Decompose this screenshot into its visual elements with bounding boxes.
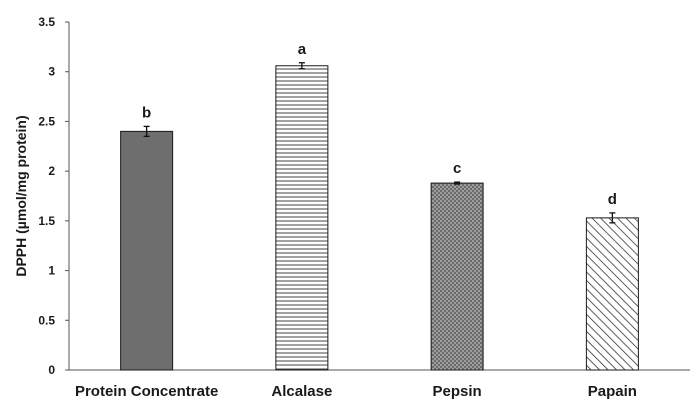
y-tick-label: 2.5 xyxy=(38,114,55,128)
bars-group: b a c d xyxy=(120,41,639,371)
y-tick-label: 2 xyxy=(48,164,55,178)
significance-letter: d xyxy=(608,191,617,208)
y-tick-label: 0.5 xyxy=(38,313,55,327)
x-tick-label: Papain xyxy=(588,383,637,400)
significance-letter: a xyxy=(298,41,307,58)
bar xyxy=(430,182,484,371)
x-tick-label: Protein Concentrate xyxy=(75,383,218,400)
bar xyxy=(275,65,329,371)
y-tick-label: 1.5 xyxy=(38,214,55,228)
y-tick-label: 3.5 xyxy=(38,15,55,29)
y-tick-label: 1 xyxy=(48,264,55,278)
significance-letter: b xyxy=(142,104,151,121)
x-tick-label: Alcalase xyxy=(271,383,332,400)
bar xyxy=(120,130,174,371)
y-tick-label: 0 xyxy=(48,363,55,377)
y-axis-label: DPPH (µmol/mg protein) xyxy=(13,115,29,276)
y-axis-title: DPPH (µmol/mg protein) xyxy=(13,115,29,276)
x-axis-tick-labels: Protein Concentrate Alcalase Pepsin Papain xyxy=(75,383,637,400)
y-tick-label: 3 xyxy=(48,65,55,79)
significance-letter: c xyxy=(453,160,461,177)
x-tick-label: Pepsin xyxy=(433,383,482,400)
bar xyxy=(585,217,639,371)
y-axis-ticks: 0 0.5 1 1.5 2 2.5 3 3.5 xyxy=(38,15,69,377)
